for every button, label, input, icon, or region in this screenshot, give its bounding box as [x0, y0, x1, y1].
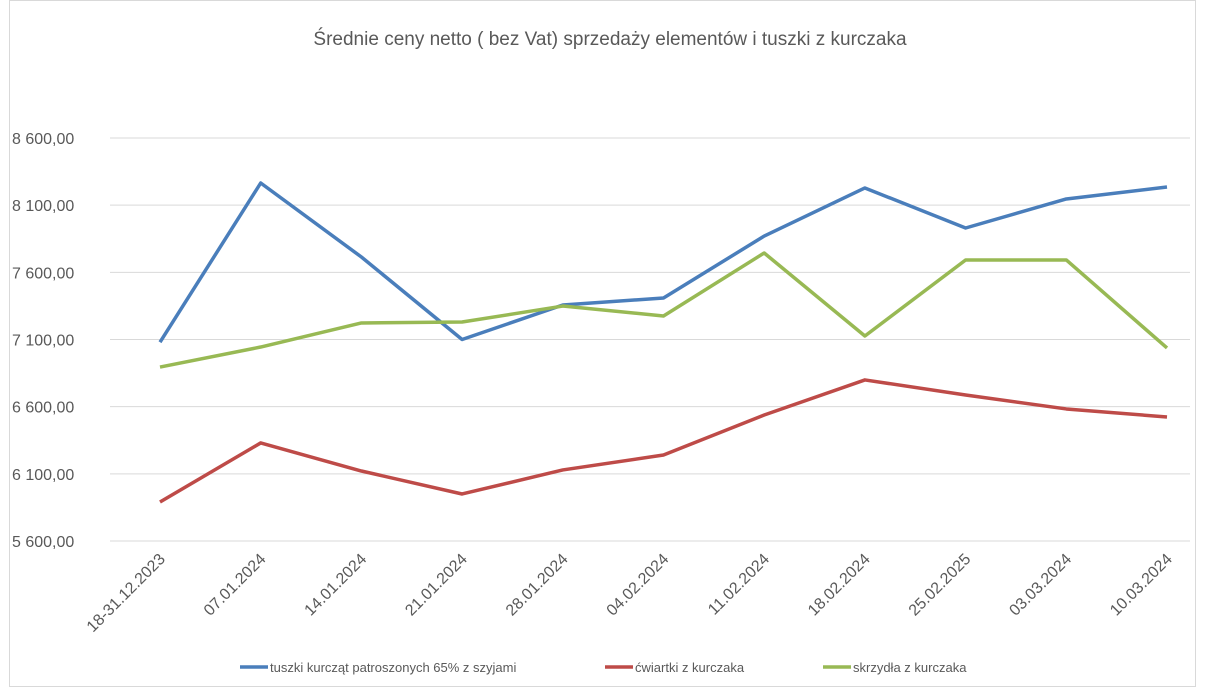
y-tick-label: 7 100,00	[12, 333, 74, 350]
y-tick-label: 8 600,00	[12, 131, 74, 148]
chart-title: Średnie ceny netto ( bez Vat) sprzedaży …	[313, 28, 907, 50]
legend-label: skrzydła z kurczaka	[853, 660, 967, 675]
line-series	[158, 181, 1168, 344]
legend-label: tuszki kurcząt patroszonych 65% z szyjam…	[270, 660, 516, 675]
line-series	[159, 378, 1168, 504]
legend-label: ćwiartki z kurczaka	[635, 660, 745, 675]
y-tick-label: 7 600,00	[12, 265, 74, 282]
chart-frame	[9, 0, 1196, 687]
y-tick-label: 6 600,00	[12, 400, 74, 417]
y-tick-label: 5 600,00	[12, 534, 74, 551]
y-tick-label: 8 100,00	[12, 198, 74, 215]
line-series	[159, 251, 1169, 369]
y-tick-label: 6 100,00	[12, 467, 74, 484]
